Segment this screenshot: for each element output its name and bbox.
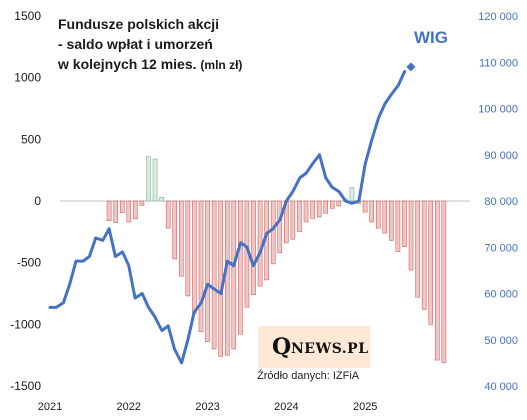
flow-bar bbox=[415, 200, 420, 298]
x-axis-tick-labels: 2021 2022 2023 2024 2025 bbox=[38, 401, 378, 413]
left-tick-label: 1000 bbox=[14, 71, 41, 85]
flow-bar bbox=[375, 200, 381, 229]
flow-bar bbox=[113, 200, 118, 223]
logo-text: NEWS.PL bbox=[291, 341, 369, 357]
flow-bar bbox=[408, 200, 414, 271]
flow-bar bbox=[382, 200, 388, 234]
left-tick-label: -1500 bbox=[10, 379, 41, 393]
x-tick-label: 2025 bbox=[353, 401, 377, 413]
left-axis-tick-labels: -1500 -1000 -500 0 500 1000 1500 bbox=[10, 9, 41, 393]
wig-series-label: WIG bbox=[414, 28, 448, 47]
flow-bar bbox=[428, 200, 434, 325]
flow-bar bbox=[238, 200, 243, 335]
wig-line bbox=[48, 70, 407, 365]
flow-bar bbox=[211, 200, 217, 350]
flow-bar bbox=[139, 200, 145, 206]
source-note: Źródło danych: IZFiA bbox=[257, 370, 360, 382]
chart-title: Fundusze polskich akcji - saldo wpłat i … bbox=[58, 14, 242, 75]
left-tick-label: -1000 bbox=[10, 317, 41, 331]
flow-bar bbox=[369, 200, 374, 223]
flow-bar bbox=[165, 200, 171, 229]
flow-bar bbox=[172, 200, 178, 260]
title-line-1: Fundusze polskich akcji bbox=[58, 16, 220, 32]
flow-bar bbox=[192, 200, 197, 314]
flow-bar bbox=[323, 200, 328, 214]
flow-bar bbox=[421, 200, 427, 310]
flow-bar bbox=[395, 200, 401, 252]
wig-line-series bbox=[48, 62, 416, 365]
left-tick-label: -500 bbox=[17, 256, 41, 270]
right-tick-label: 80 000 bbox=[484, 196, 518, 208]
flow-bar bbox=[303, 200, 309, 223]
flow-bar bbox=[277, 200, 283, 254]
x-tick-label: 2023 bbox=[195, 401, 219, 413]
flow-bar bbox=[224, 200, 230, 356]
logo-q: Q bbox=[272, 334, 292, 360]
left-tick-label: 500 bbox=[21, 132, 41, 146]
flow-bar bbox=[389, 200, 394, 241]
right-axis-tick-labels: 40 000 50 000 60 000 70 000 80 000 90 000 100 … bbox=[478, 11, 518, 393]
flow-bar bbox=[185, 200, 191, 297]
flow-bar bbox=[179, 200, 184, 277]
title-line-2: - saldo wpłat i umorzeń bbox=[58, 36, 213, 52]
flow-bar bbox=[205, 200, 210, 342]
x-tick-label: 2021 bbox=[38, 401, 62, 413]
bar-series bbox=[106, 156, 447, 363]
flow-bar bbox=[218, 200, 223, 357]
flow-bar bbox=[146, 156, 151, 202]
flow-bar bbox=[362, 200, 368, 213]
flow-bar bbox=[198, 200, 204, 332]
right-tick-label: 100 000 bbox=[478, 104, 518, 116]
title-line-3-text: w kolejnych 12 mies. bbox=[58, 56, 197, 72]
left-tick-label: 0 bbox=[34, 194, 41, 208]
right-tick-label: 70 000 bbox=[484, 242, 518, 254]
flow-bar bbox=[435, 200, 440, 361]
flow-bar bbox=[152, 158, 158, 202]
flow-bar bbox=[119, 200, 125, 213]
title-unit: (mln zł) bbox=[200, 58, 243, 72]
right-tick-label: 120 000 bbox=[478, 11, 518, 23]
wig-end-marker bbox=[406, 62, 416, 72]
flow-bar bbox=[257, 200, 263, 287]
flow-bar bbox=[251, 200, 256, 295]
x-tick-label: 2024 bbox=[274, 401, 298, 413]
flow-bar bbox=[159, 197, 164, 202]
right-tick-label: 50 000 bbox=[484, 335, 518, 347]
flow-bar bbox=[329, 200, 335, 209]
flow-bar bbox=[297, 200, 302, 233]
flow-bar bbox=[310, 200, 315, 219]
title-line-3: w kolejnych 12 mies. (mln zł) bbox=[58, 54, 242, 75]
left-tick-label: 1500 bbox=[14, 9, 41, 23]
flow-bar bbox=[441, 200, 447, 363]
right-tick-label: 110 000 bbox=[479, 57, 518, 69]
flow-bar bbox=[106, 200, 112, 221]
flow-bar bbox=[402, 200, 407, 247]
flow-bar bbox=[349, 187, 355, 202]
right-tick-label: 90 000 bbox=[484, 150, 518, 162]
flow-bar bbox=[133, 200, 138, 220]
flow-bar bbox=[126, 200, 132, 223]
x-tick-label: 2022 bbox=[117, 401, 141, 413]
flow-bar bbox=[231, 200, 237, 350]
flow-bar bbox=[270, 200, 276, 265]
right-tick-label: 60 000 bbox=[484, 289, 518, 301]
flow-bar bbox=[336, 200, 342, 207]
right-tick-label: 40 000 bbox=[484, 381, 518, 393]
flow-bar bbox=[316, 200, 322, 218]
flow-bar bbox=[290, 200, 296, 240]
qnews-logo: Q NEWS.PL bbox=[258, 326, 370, 368]
